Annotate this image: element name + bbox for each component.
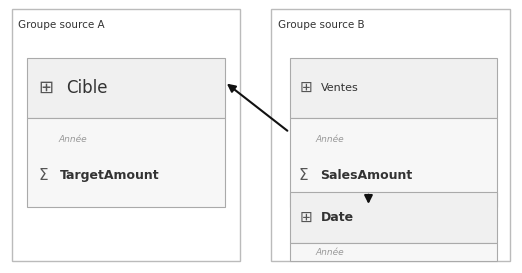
- Text: Ventes: Ventes: [321, 83, 359, 93]
- Text: Groupe source A: Groupe source A: [18, 20, 104, 30]
- FancyBboxPatch shape: [290, 192, 497, 243]
- Text: Date: Date: [321, 211, 354, 224]
- FancyBboxPatch shape: [27, 118, 224, 207]
- Text: ⊞: ⊞: [300, 210, 313, 225]
- Text: ⊞: ⊞: [300, 80, 313, 95]
- Text: TargetAmount: TargetAmount: [60, 169, 159, 182]
- Text: Σ: Σ: [39, 168, 49, 183]
- FancyBboxPatch shape: [271, 10, 510, 261]
- FancyBboxPatch shape: [12, 10, 240, 261]
- FancyBboxPatch shape: [290, 58, 497, 118]
- Text: ⊞: ⊞: [39, 79, 54, 97]
- Text: Année: Année: [58, 135, 87, 144]
- Text: Année: Année: [315, 135, 344, 144]
- FancyBboxPatch shape: [290, 243, 497, 261]
- Text: Groupe source B: Groupe source B: [278, 20, 364, 30]
- Text: Σ: Σ: [299, 168, 309, 183]
- Text: Année: Année: [315, 248, 344, 257]
- FancyBboxPatch shape: [27, 58, 224, 118]
- FancyBboxPatch shape: [290, 118, 497, 207]
- Text: Cible: Cible: [66, 79, 108, 97]
- Text: SalesAmount: SalesAmount: [319, 169, 412, 182]
